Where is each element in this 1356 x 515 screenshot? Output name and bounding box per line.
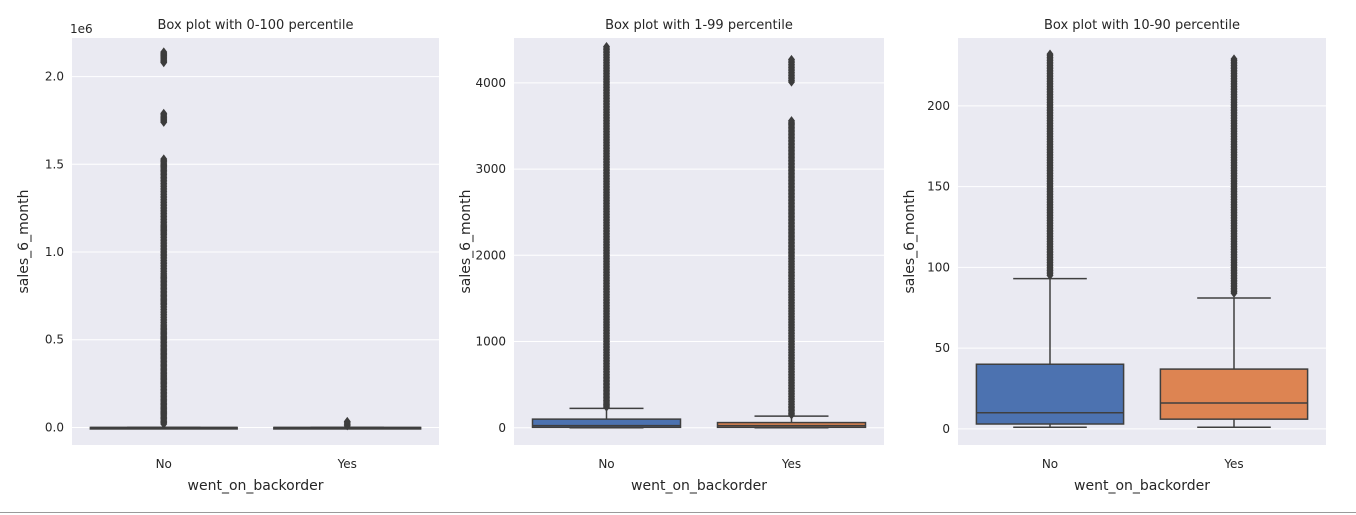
plot-area — [514, 38, 884, 445]
x-tick-label: Yes — [781, 457, 801, 471]
y-tick-label: 1.0 — [45, 245, 64, 259]
y-tick-label: 150 — [927, 180, 950, 194]
x-tick-label: No — [598, 457, 614, 471]
y-tick-label: 0.5 — [45, 333, 64, 347]
box-no — [531, 41, 682, 429]
y-tick-label: 2.0 — [45, 70, 64, 84]
box-no — [89, 47, 238, 430]
chart-panel-3: 0 50 100 150 200 No Yes Box plot with 10-90 per… — [902, 18, 1326, 494]
outlier-point — [343, 416, 351, 427]
chart-title: Box plot with 1-99 percentile — [605, 18, 793, 33]
y-tick-label: 4000 — [475, 76, 506, 90]
y-tick-label: 2000 — [475, 248, 506, 262]
box-yes — [716, 54, 867, 429]
chart-panel-2: 0 1000 2000 3000 4000 No Yes Box plot with 1-99… — [458, 18, 884, 494]
box-body — [975, 363, 1125, 425]
x-tick-label: Yes — [337, 457, 357, 471]
chart-title: Box plot with 10-90 percentile — [1044, 18, 1240, 33]
chart-panel-1: 0.0 0.5 1.0 1.5 2.0 No Yes Box plot with 0-100 … — [16, 18, 439, 494]
x-tick-label: No — [156, 457, 172, 471]
outlier-point — [788, 116, 795, 126]
box-no — [975, 49, 1125, 428]
box-yes — [1159, 54, 1309, 428]
y-offset-label: 1e6 — [70, 22, 93, 36]
y-tick-label: 1.5 — [45, 157, 64, 171]
x-axis-label: went_on_backorder — [631, 478, 767, 494]
outlier-point — [603, 41, 610, 52]
x-tick-label: Yes — [1223, 457, 1243, 471]
outlier-point — [160, 47, 168, 57]
y-tick-label: 50 — [935, 341, 950, 355]
x-axis-label: went_on_backorder — [1074, 478, 1210, 494]
outlier-point — [788, 54, 795, 65]
outlier-point — [1046, 49, 1054, 59]
x-axis-label: went_on_backorder — [188, 478, 324, 494]
plot-area — [72, 38, 439, 445]
y-tick-label: 0 — [498, 421, 506, 435]
y-tick-label: 3000 — [475, 162, 506, 176]
bottom-divider — [0, 512, 1356, 513]
outlier-point — [160, 154, 168, 164]
y-tick-label: 0 — [942, 422, 950, 436]
outlier-point — [1230, 54, 1238, 64]
y-axis-label: sales_6_month — [458, 189, 474, 293]
y-tick-label: 0.0 — [45, 420, 64, 434]
box-yes — [273, 416, 422, 431]
y-axis-label: sales_6_month — [16, 189, 32, 293]
y-tick-label: 1000 — [475, 335, 506, 349]
outlier-point — [160, 108, 168, 119]
x-tick-label: No — [1042, 457, 1058, 471]
y-axis-label: sales_6_month — [902, 189, 918, 293]
y-tick-label: 200 — [927, 99, 950, 113]
box-body — [531, 418, 682, 429]
chart-title: Box plot with 0-100 percentile — [158, 18, 354, 33]
box-body — [1159, 368, 1309, 420]
y-tick-label: 100 — [927, 260, 950, 274]
